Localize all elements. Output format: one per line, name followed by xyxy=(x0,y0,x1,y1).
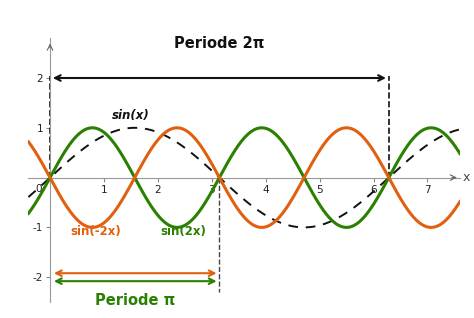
Text: x: x xyxy=(463,171,470,184)
Text: Periode 2π: Periode 2π xyxy=(174,36,264,51)
Text: 0: 0 xyxy=(35,183,41,194)
Text: Periode π: Periode π xyxy=(95,293,175,308)
Text: sin(-2x): sin(-2x) xyxy=(71,225,121,238)
Text: sin(2x): sin(2x) xyxy=(161,225,206,238)
Text: sin(x): sin(x) xyxy=(112,109,150,122)
